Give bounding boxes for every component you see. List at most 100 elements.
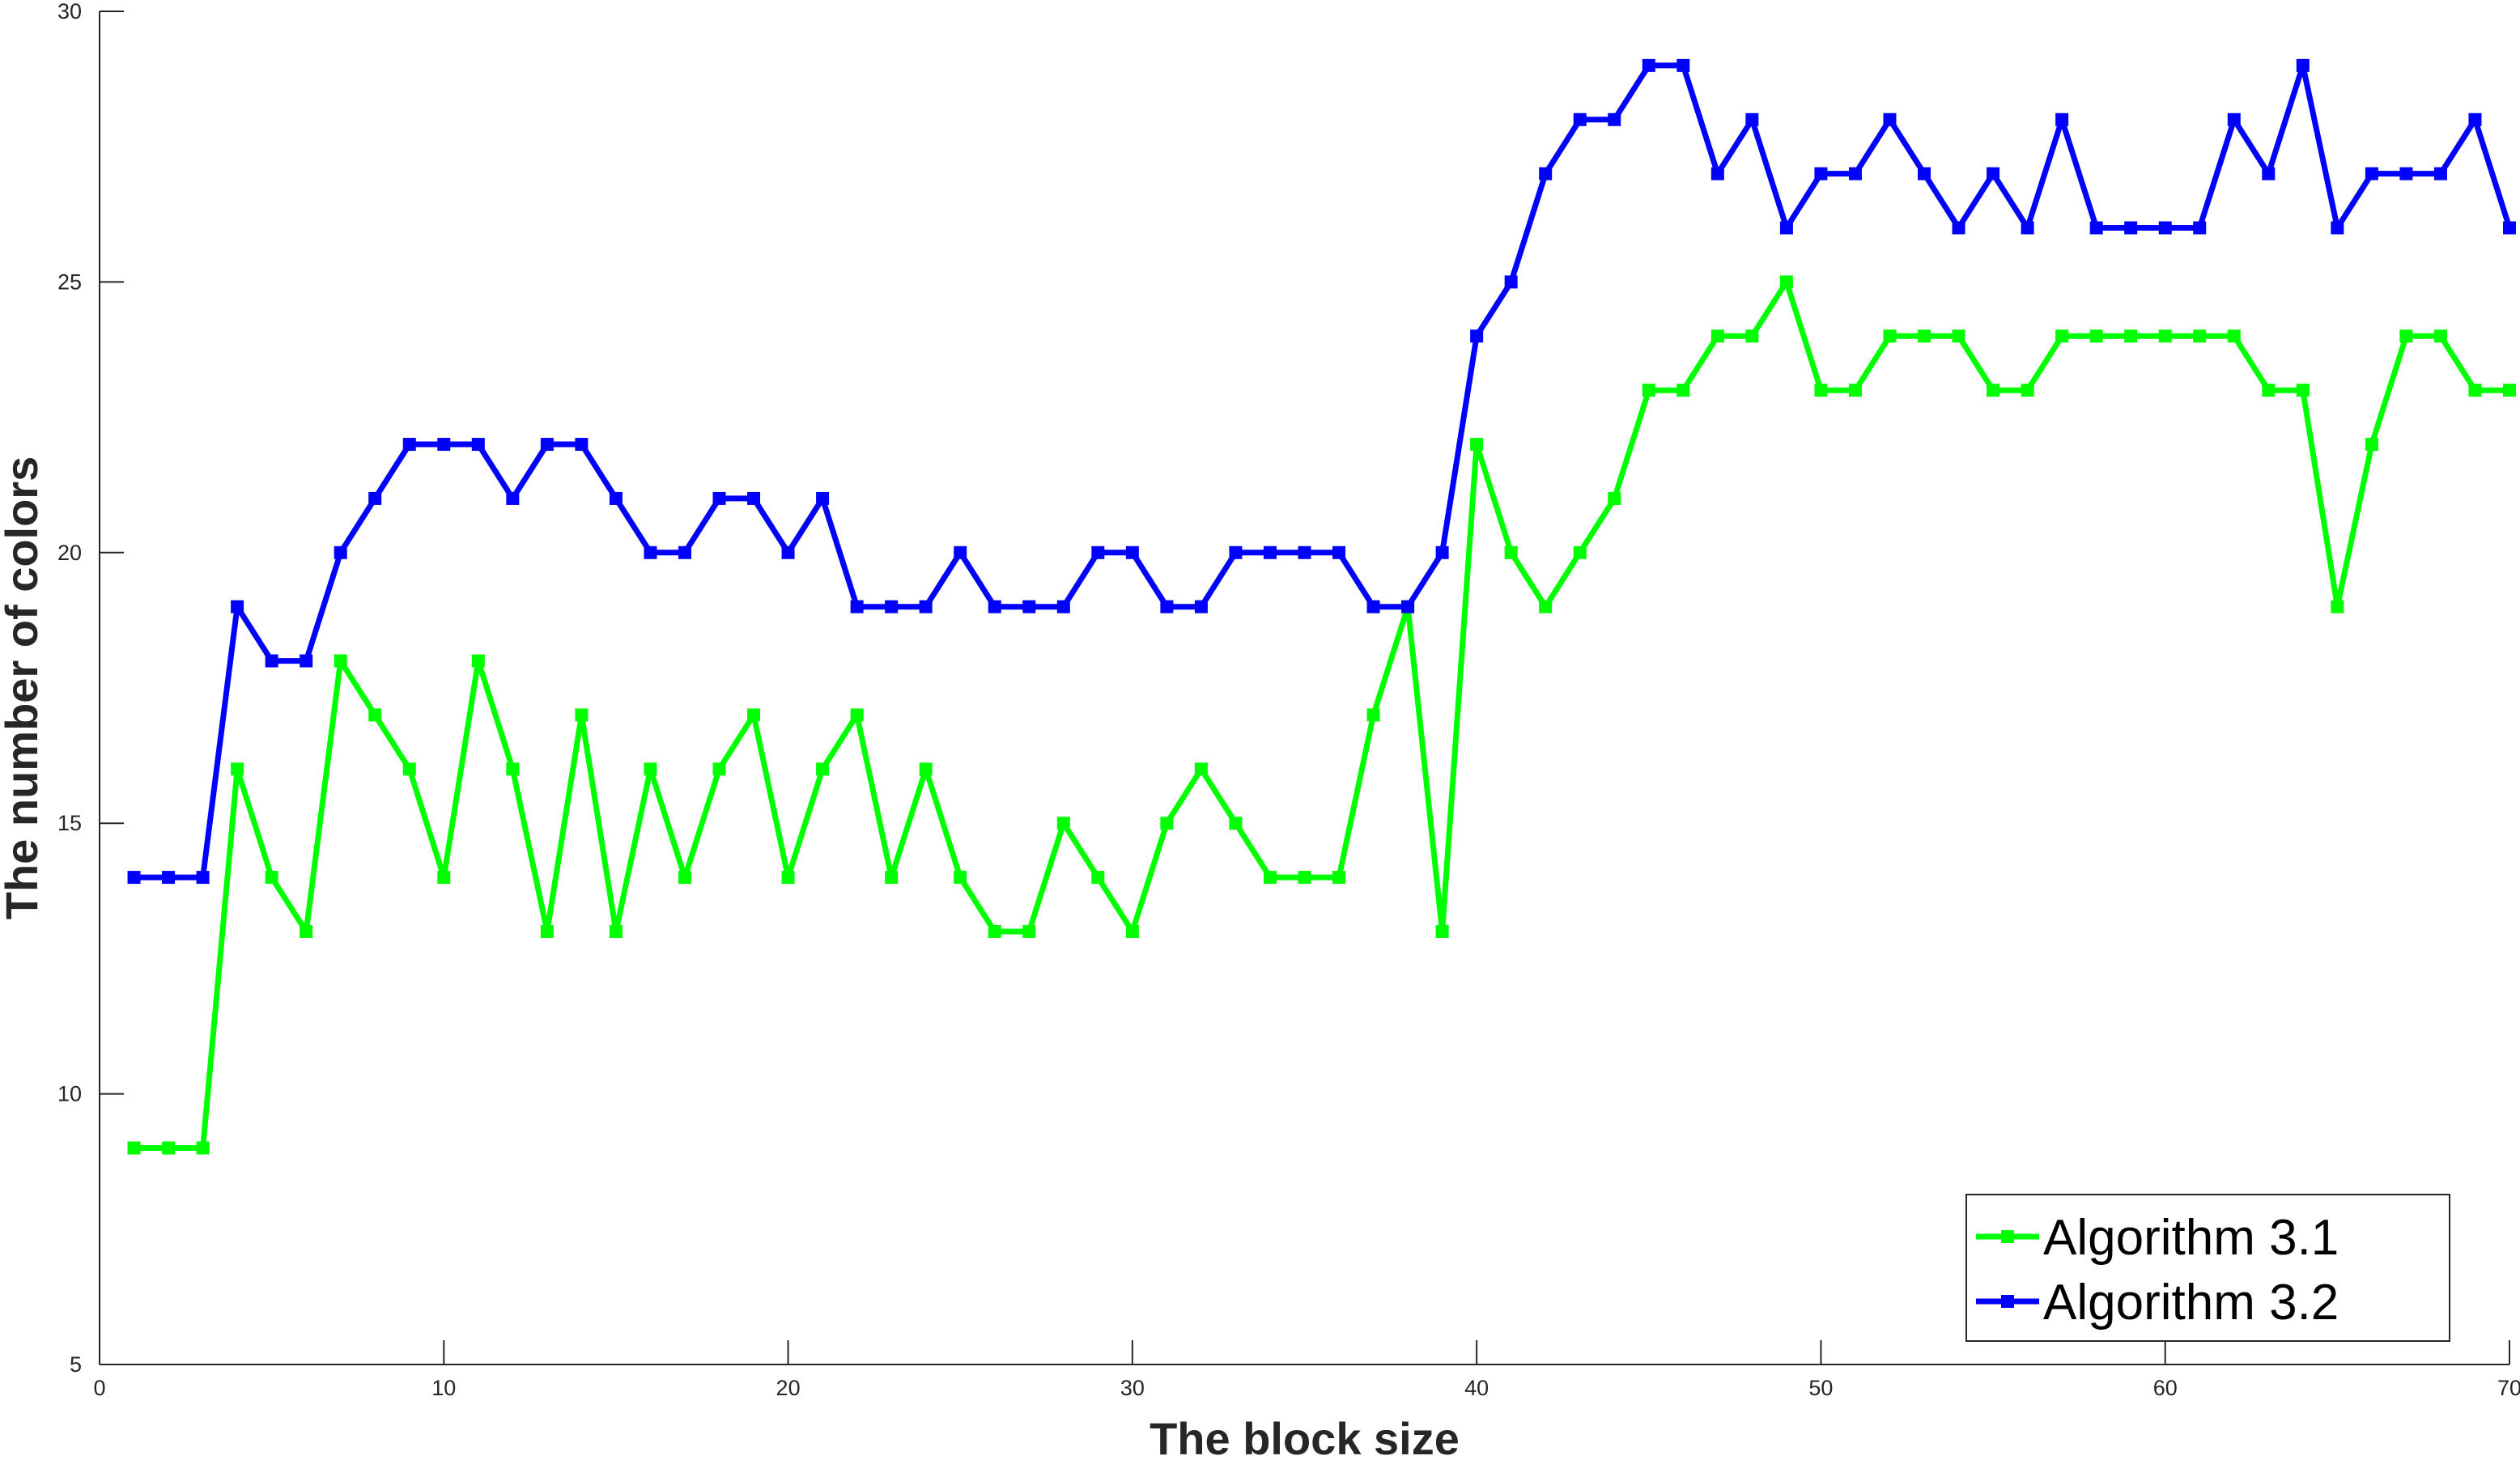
data-point [196,871,210,885]
data-point [2158,221,2172,235]
y-axis: 5 10 15 20 25 30 [57,0,124,1377]
data-point [1883,112,1897,126]
x-axis-title: The block size [1150,1413,1460,1460]
data-point [1504,275,1518,289]
data-point [1470,438,1484,452]
data-point [781,545,795,559]
y-tick-label: 10 [57,1082,82,1106]
data-point [2503,384,2516,397]
data-point [988,600,1001,613]
data-point [2399,329,2413,343]
data-point [231,600,244,613]
data-point [127,1141,141,1155]
data-point [1745,329,1759,343]
data-point [2089,329,2103,343]
data-point [2399,167,2413,180]
legend-label-algorithm-3-1: Algorithm 3.1 [2043,1210,2339,1266]
data-point [2158,329,2172,343]
series-layer [127,58,2516,1155]
data-point [1022,600,1036,613]
data-point [2365,167,2378,180]
data-point [2331,221,2344,235]
data-point [2089,221,2103,235]
data-point [1435,924,1449,938]
data-point [609,924,623,938]
data-point [471,654,485,668]
data-point [2331,600,2344,613]
data-point [1779,221,1793,235]
data-point [2124,329,2138,343]
data-point [919,600,933,613]
data-point [1125,545,1139,559]
data-point [506,762,520,776]
x-tick-label: 50 [1808,1376,1833,1400]
data-point [402,438,416,452]
data-point [1366,600,1380,613]
data-point [1918,329,1931,343]
y-tick-label: 15 [57,811,82,835]
data-point [2296,58,2310,72]
legend-marker-algorithm-3-1 [2001,1230,2014,1243]
data-point [1745,112,1759,126]
x-tick-label: 20 [776,1376,801,1400]
legend-box [1965,1194,2450,1342]
data-point [2262,167,2276,180]
data-point [712,762,726,776]
y-tick-label: 30 [57,0,82,23]
series-line-algorithm-3-1 [134,278,2509,1151]
data-point [2193,329,2207,343]
data-point [1056,817,1070,830]
data-point [885,600,899,613]
data-point [231,762,244,776]
data-point [678,545,691,559]
data-point [988,924,1001,938]
data-point [1022,924,1036,938]
data-point [712,491,726,505]
data-point [2055,329,2069,343]
data-point [1091,545,1105,559]
data-point [265,871,278,885]
data-point [1366,708,1380,722]
data-point [1298,871,1311,885]
data-point [1642,58,1655,72]
data-point [644,762,657,776]
data-point [1987,167,2000,180]
data-point [885,871,899,885]
data-point [1263,871,1277,885]
data-point [2227,112,2241,126]
data-point [437,438,451,452]
data-point [1229,817,1243,830]
data-point [1848,384,1862,397]
data-point [2433,167,2447,180]
data-point [2021,384,2034,397]
data-point [334,654,347,668]
data-point [575,708,589,722]
data-point [816,762,830,776]
data-point [1263,545,1277,559]
series-algorithm-3-1 [127,275,2516,1155]
data-point [2124,221,2138,235]
data-point [1779,275,1793,289]
data-point [162,871,176,885]
y-tick-label: 25 [57,270,82,294]
y-tick-label: 20 [57,541,82,565]
x-axis: 0 10 20 30 40 50 60 70 [93,1340,2520,1400]
data-point [1676,58,1690,72]
data-point [334,545,347,559]
data-point [1194,762,1208,776]
y-tick-label: 5 [70,1352,82,1377]
data-point [850,708,864,722]
data-point [1160,600,1174,613]
data-point [747,708,761,722]
data-point [540,924,554,938]
data-point [2227,329,2241,343]
x-tick-label: 30 [1120,1376,1145,1400]
data-point [1573,545,1587,559]
data-point [1952,329,1965,343]
data-point [437,871,451,885]
data-point [850,600,864,613]
series-algorithm-3-2 [127,58,2516,885]
data-point [402,762,416,776]
data-point [1435,545,1449,559]
data-point [1194,600,1208,613]
